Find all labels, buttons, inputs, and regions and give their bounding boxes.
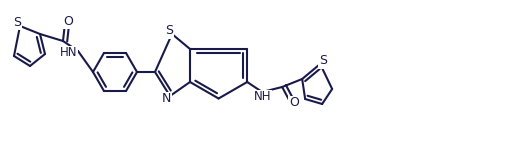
Text: S: S xyxy=(319,54,327,68)
Text: O: O xyxy=(63,15,73,28)
Text: NH: NH xyxy=(253,90,271,104)
Text: HN: HN xyxy=(60,47,77,59)
Text: S: S xyxy=(13,17,21,30)
Text: S: S xyxy=(165,24,173,37)
Text: O: O xyxy=(289,96,299,109)
Text: N: N xyxy=(161,92,171,106)
